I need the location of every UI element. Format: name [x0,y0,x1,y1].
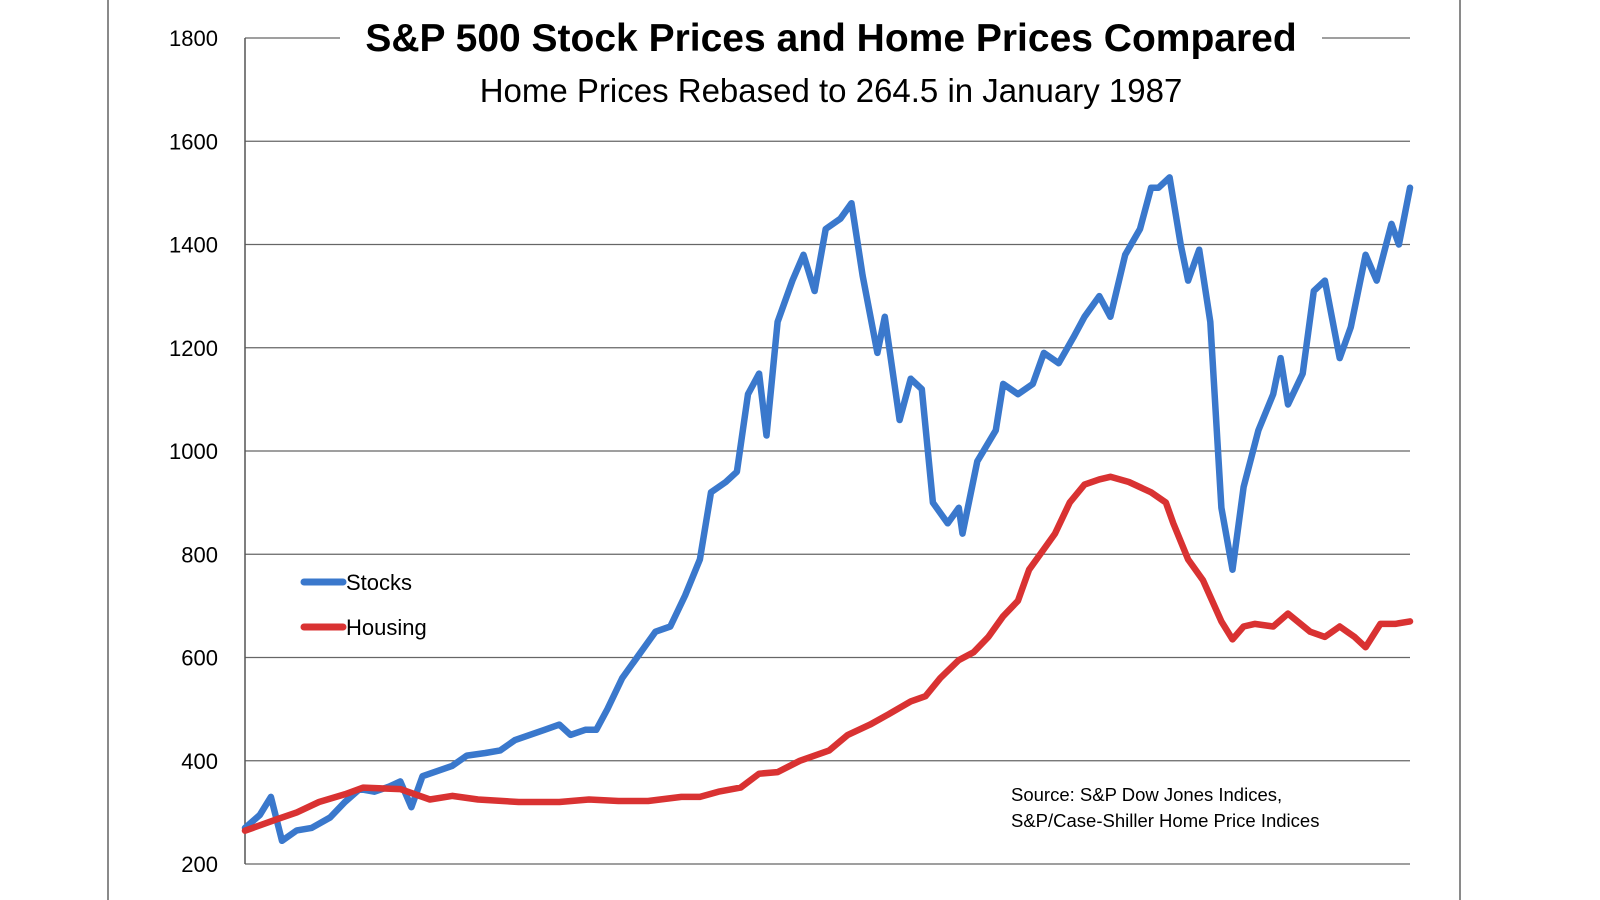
source-note-line-1: Source: S&P Dow Jones Indices, [1011,784,1282,805]
y-tick-label: 1000 [169,439,218,464]
y-tick-label: 1600 [169,129,218,154]
y-tick-label: 600 [181,646,218,671]
legend-item-stocks: Stocks [300,570,412,595]
legend-label-housing: Housing [346,615,427,640]
chart-subtitle: Home Prices Rebased to 264.5 in January … [480,72,1183,109]
y-tick-label: 800 [181,542,218,567]
series-line-stocks [241,174,1414,845]
right-frame-border [1459,0,1461,900]
legend: Stocks Housing [300,570,427,640]
y-tick-label: 1400 [169,233,218,258]
series-line-housing [241,473,1414,834]
y-tick-label: 1200 [169,336,218,361]
title-background [340,14,1322,62]
source-note-line-2: S&P/Case-Shiller Home Price Indices [1011,810,1319,831]
gridlines [245,37,1410,865]
series-lines [241,174,1414,845]
y-tick-label: 400 [181,749,218,774]
legend-label-stocks: Stocks [346,570,412,595]
chart-title: S&P 500 Stock Prices and Home Prices Com… [365,17,1296,60]
y-axis-ticks: 200 400 600 800 1000 1200 1400 1600 1800 [169,26,218,877]
y-tick-label: 200 [181,852,218,877]
y-tick-label: 1800 [169,26,218,51]
legend-item-housing: Housing [300,615,427,640]
left-frame-border [107,0,109,900]
